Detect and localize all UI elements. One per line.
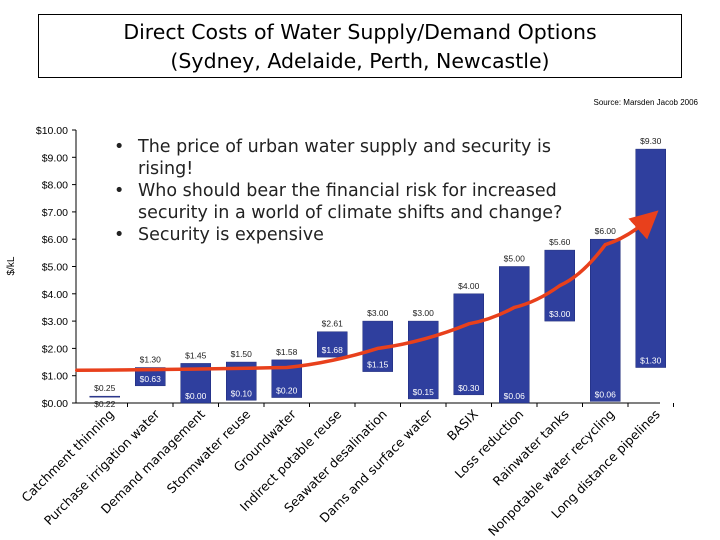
bar-low-label: $0.22 xyxy=(94,399,116,409)
data-bar xyxy=(499,266,530,404)
bar-low-label: $0.15 xyxy=(413,387,435,397)
y-tick-label: $1.00 xyxy=(42,371,68,383)
data-bar xyxy=(590,238,621,402)
bullet-list: The price of urban water supply and secu… xyxy=(112,136,602,246)
x-category-label: BASIX xyxy=(444,406,481,443)
y-tick-label: $4.00 xyxy=(42,289,68,301)
chart-title: Direct Costs of Water Supply/Demand Opti… xyxy=(123,20,597,44)
bar-high-label: $6.00 xyxy=(595,226,617,236)
data-bar xyxy=(408,320,439,400)
y-tick-label: $8.00 xyxy=(42,180,68,192)
y-tick-label: $6.00 xyxy=(42,234,68,246)
bullet-item: Who should bear the financial risk for i… xyxy=(112,180,602,224)
y-tick-label: $2.00 xyxy=(42,343,68,355)
bar-high-label: $3.00 xyxy=(413,308,435,318)
bar-high-label: $0.25 xyxy=(94,383,116,393)
bar-low-label: $1.30 xyxy=(640,356,662,366)
bar-high-label: $9.30 xyxy=(640,136,662,146)
bullet-item: Security is expensive xyxy=(112,224,602,246)
y-tick-label: $3.00 xyxy=(42,316,68,328)
chart-subtitle: (Sydney, Adelaide, Perth, Newcastle) xyxy=(170,49,550,73)
data-bar xyxy=(635,148,666,368)
bar-high-label: $5.00 xyxy=(504,254,526,264)
x-category-label: Rainwater tanks xyxy=(490,407,572,489)
data-bar xyxy=(89,395,120,398)
x-category-label: Stormwater reuse xyxy=(164,406,254,496)
y-tick-label: $9.00 xyxy=(42,152,68,164)
bar-low-label: $3.00 xyxy=(549,309,571,319)
data-bar xyxy=(453,293,484,396)
bullet-item: The price of urban water supply and secu… xyxy=(112,136,602,180)
data-bar xyxy=(317,331,348,358)
bar-high-label: $2.61 xyxy=(322,319,344,329)
y-tick-label: $5.00 xyxy=(42,262,68,274)
chart-title-box: Direct Costs of Water Supply/Demand Opti… xyxy=(38,14,682,78)
data-bar xyxy=(544,249,575,322)
bar-high-label: $1.45 xyxy=(185,350,207,360)
y-tick-label: $7.00 xyxy=(42,207,68,219)
data-bar xyxy=(135,367,166,387)
bar-low-label: $0.20 xyxy=(276,386,298,396)
bar-high-label: $1.58 xyxy=(276,347,298,357)
bar-low-label: $1.15 xyxy=(367,360,389,370)
bar-high-label: $1.50 xyxy=(231,349,253,359)
trend-arrow xyxy=(75,210,659,372)
bar-high-label: $4.00 xyxy=(458,281,480,291)
y-tick-label: $0.00 xyxy=(42,398,68,410)
bar-low-label: $0.06 xyxy=(504,391,526,401)
bar-low-label: $0.00 xyxy=(185,391,207,401)
y-axis-label: $/kL xyxy=(6,256,17,275)
bar-low-label: $1.68 xyxy=(322,345,344,355)
y-tick-label: $10.00 xyxy=(36,125,68,137)
bar-low-label: $0.63 xyxy=(140,374,162,384)
bar-low-label: $0.30 xyxy=(458,383,480,393)
bar-low-label: $0.06 xyxy=(595,389,617,399)
bar-high-label: $3.00 xyxy=(367,308,389,318)
bar-low-label: $0.10 xyxy=(231,388,253,398)
source-note: Source: Marsden Jacob 2006 xyxy=(593,98,698,107)
bar-high-label: $1.30 xyxy=(140,355,162,365)
